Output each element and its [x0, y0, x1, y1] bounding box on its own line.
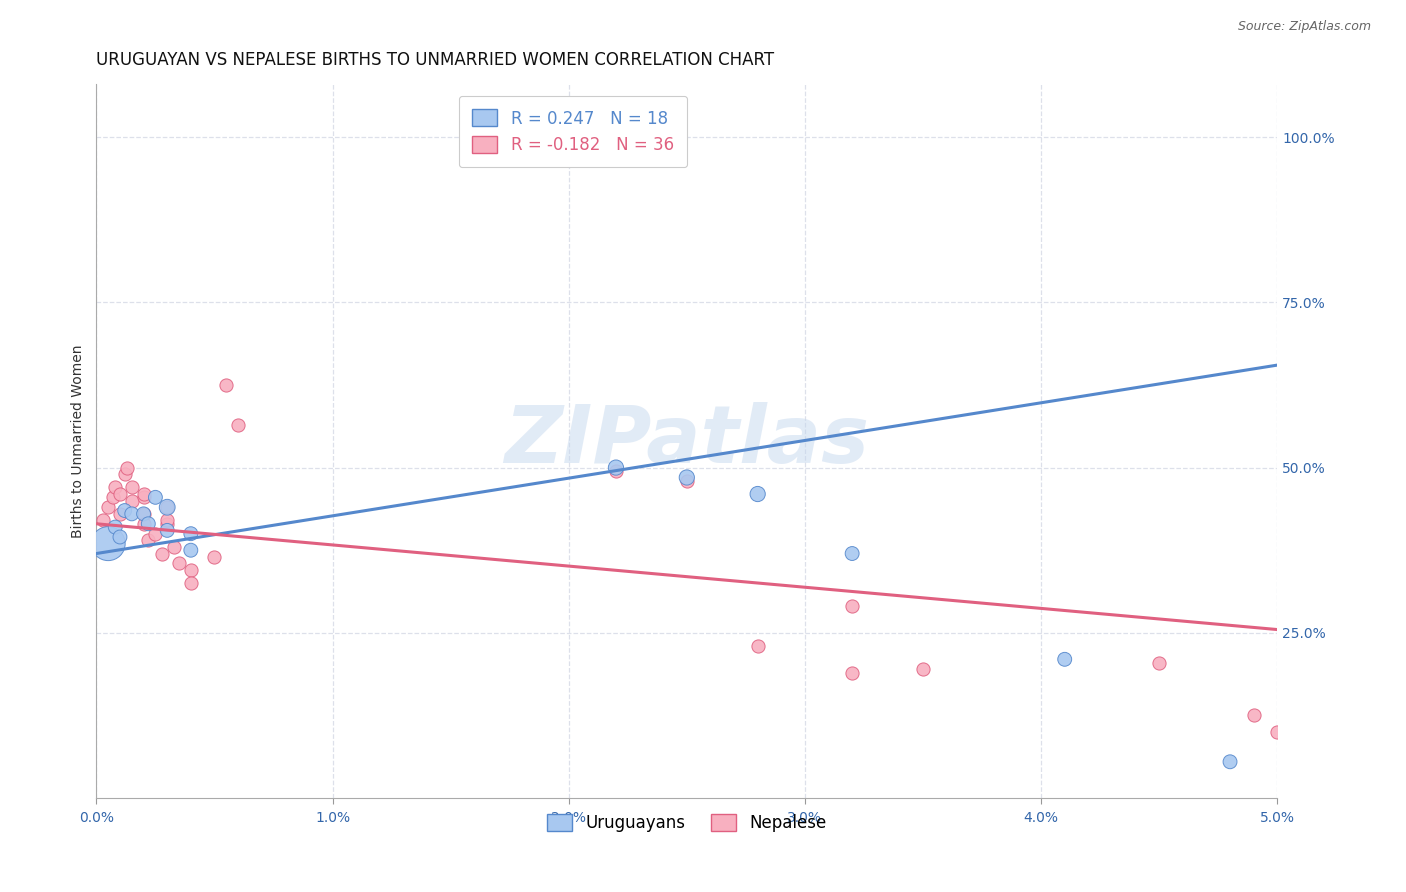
Point: [156, 524, 179, 538]
Point: [97, 500, 120, 515]
Point: [93, 513, 115, 527]
Point: [204, 549, 226, 564]
Point: [167, 557, 190, 571]
Point: [145, 526, 167, 541]
Point: [152, 547, 174, 561]
Point: [121, 507, 143, 521]
Point: [226, 417, 249, 432]
Point: [136, 533, 159, 548]
Legend: Uruguayans, Nepalese: Uruguayans, Nepalese: [536, 802, 838, 843]
Point: [104, 520, 127, 534]
Point: [163, 540, 186, 554]
Point: [747, 487, 769, 501]
Point: [121, 493, 143, 508]
Point: [108, 530, 131, 544]
Point: [114, 503, 136, 517]
Point: [145, 491, 167, 505]
Point: [156, 500, 179, 515]
Point: [747, 639, 769, 653]
Point: [841, 547, 863, 561]
Point: [132, 507, 155, 521]
Text: URUGUAYAN VS NEPALESE BIRTHS TO UNMARRIED WOMEN CORRELATION CHART: URUGUAYAN VS NEPALESE BIRTHS TO UNMARRIE…: [97, 51, 775, 69]
Point: [132, 491, 155, 505]
Y-axis label: Births to Unmarried Women: Births to Unmarried Women: [72, 344, 86, 538]
Point: [132, 507, 155, 521]
Point: [1265, 725, 1288, 739]
Point: [97, 536, 120, 550]
Point: [675, 470, 697, 484]
Point: [156, 513, 179, 527]
Point: [132, 487, 155, 501]
Point: [104, 480, 127, 494]
Point: [675, 474, 697, 488]
Point: [156, 516, 179, 531]
Point: [180, 543, 202, 558]
Point: [115, 460, 138, 475]
Point: [1147, 656, 1170, 670]
Point: [605, 460, 627, 475]
Point: [180, 563, 202, 577]
Point: [1053, 652, 1076, 666]
Point: [156, 500, 179, 515]
Point: [180, 526, 202, 541]
Point: [121, 480, 143, 494]
Point: [114, 467, 136, 482]
Point: [841, 599, 863, 614]
Point: [132, 516, 155, 531]
Point: [215, 378, 238, 392]
Point: [605, 464, 627, 478]
Point: [841, 665, 863, 680]
Point: [101, 491, 124, 505]
Point: [108, 487, 131, 501]
Point: [911, 662, 934, 676]
Point: [108, 507, 131, 521]
Point: [136, 516, 159, 531]
Point: [180, 576, 202, 591]
Point: [1243, 708, 1265, 723]
Point: [1219, 755, 1241, 769]
Text: ZIPatlas: ZIPatlas: [505, 402, 869, 480]
Text: Source: ZipAtlas.com: Source: ZipAtlas.com: [1237, 20, 1371, 33]
